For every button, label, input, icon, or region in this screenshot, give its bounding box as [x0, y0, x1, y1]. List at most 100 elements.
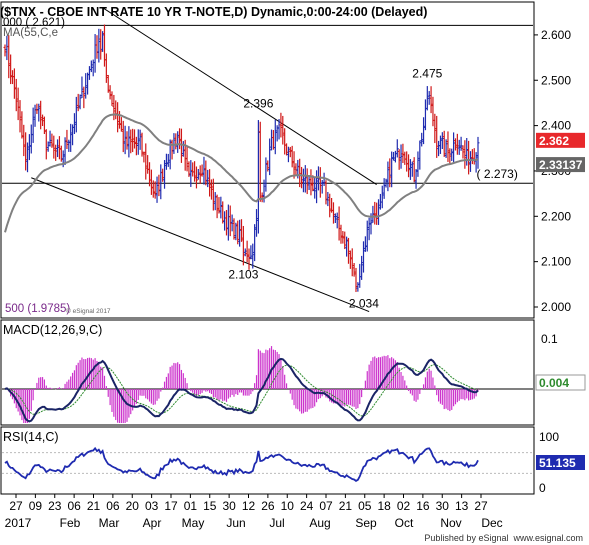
x-tick-label: 12 [242, 499, 256, 513]
trendlines [31, 7, 377, 312]
x-axis: 27 09 23 06 21 06 20 03 17 01 15 30 12 26 10 24 07 21 05 18… [5, 494, 503, 530]
price-bar [9, 54, 13, 85]
pivot-label: 2.475 [412, 67, 442, 81]
price-bar [465, 138, 469, 166]
price-bar [189, 160, 193, 187]
x-month-label: Dec [481, 516, 502, 530]
price-bar [217, 197, 221, 214]
price-bar [125, 131, 129, 150]
price-bar [93, 34, 97, 73]
price-bar [142, 151, 146, 163]
x-tick-label: 13 [455, 499, 469, 513]
x-tick-label: 27 [474, 499, 488, 513]
svg-text:0.004: 0.004 [539, 376, 569, 390]
price-bar [358, 263, 362, 288]
price-bar [127, 126, 131, 158]
price-bar [339, 224, 343, 244]
price-bar [82, 86, 86, 109]
price-bar [412, 157, 416, 183]
price-bar [12, 68, 16, 99]
price-bar [405, 151, 409, 172]
price-bar [170, 139, 174, 160]
price-bar [448, 148, 452, 165]
x-tick-label: 06 [67, 499, 81, 513]
moving-average-line [4, 113, 479, 233]
price-bar [116, 102, 120, 133]
pivot-label: 2.034 [349, 297, 379, 311]
price-bar [27, 134, 31, 161]
price-bar [286, 146, 290, 163]
price-bar [155, 176, 159, 203]
trendline [31, 177, 370, 312]
price-bar [290, 145, 294, 168]
price-bar [431, 96, 435, 127]
x-tick-label: 10 [281, 499, 295, 513]
price-bar [437, 140, 441, 157]
price-bar [67, 139, 71, 152]
price-bar [29, 124, 33, 154]
price-bar [410, 161, 414, 177]
price-bar [161, 168, 165, 182]
price-bar [178, 128, 182, 150]
price-bar [408, 159, 412, 180]
macd-histogram [6, 346, 479, 423]
price-bar [114, 100, 118, 120]
pivot-label: ( 2.273) [476, 167, 517, 181]
price-bar [193, 161, 197, 182]
price-bar [438, 135, 442, 154]
horizontal-levels [2, 24, 533, 184]
x-month-label: 2017 [5, 516, 32, 530]
price-bar [253, 224, 257, 262]
svg-text:2.33137: 2.33137 [539, 158, 583, 172]
price-bar [285, 143, 289, 156]
rsi-value-tag: 51.135 [536, 455, 585, 470]
price-bar [41, 114, 45, 127]
price-bar [401, 143, 405, 164]
x-month-label: May [182, 516, 205, 530]
price-bar [313, 177, 317, 199]
price-bar [260, 192, 264, 203]
macd-value-tag: 0.004 [535, 374, 586, 391]
price-bar [416, 151, 420, 177]
price-bar [249, 245, 253, 260]
price-bar [99, 29, 103, 60]
price-bar [337, 206, 341, 241]
x-tick-label: 27 [9, 499, 23, 513]
x-month-label: Jul [269, 516, 284, 530]
price-bar [206, 169, 210, 188]
price-bar [14, 78, 18, 112]
price-bar [174, 133, 178, 150]
price-bar [467, 140, 471, 175]
price-bar [279, 112, 283, 138]
price-bar [164, 153, 168, 170]
x-month-label: Feb [60, 516, 81, 530]
price-bar [258, 121, 262, 202]
price-bar [326, 191, 330, 207]
price-bar [305, 168, 309, 195]
price-bar [346, 237, 350, 264]
price-bar [256, 120, 260, 234]
rsi-title: RSI(14,C) [3, 430, 59, 444]
x-tick-label: 20 [126, 499, 140, 513]
price-bar [392, 151, 396, 161]
price-bar [315, 170, 319, 204]
price-bar [89, 60, 93, 73]
price-bar [7, 35, 11, 79]
price-tick-label: 2.000 [541, 300, 571, 314]
price-bar [74, 96, 78, 133]
panel-frames [0, 1, 535, 495]
price-bar [397, 149, 401, 170]
price-bar [245, 240, 249, 263]
price-bar [191, 162, 195, 177]
price-bar [16, 87, 20, 121]
price-bar [463, 140, 467, 169]
price-bar [24, 132, 28, 171]
price-bar [350, 248, 354, 277]
price-bar [86, 72, 90, 95]
price-bar [138, 129, 142, 150]
price-bar [422, 117, 426, 145]
x-tick-label: 26 [261, 499, 275, 513]
price-bar [59, 145, 63, 162]
ma-value-tag: 2.33137 [536, 157, 585, 173]
x-tick-label: 17 [164, 499, 178, 513]
